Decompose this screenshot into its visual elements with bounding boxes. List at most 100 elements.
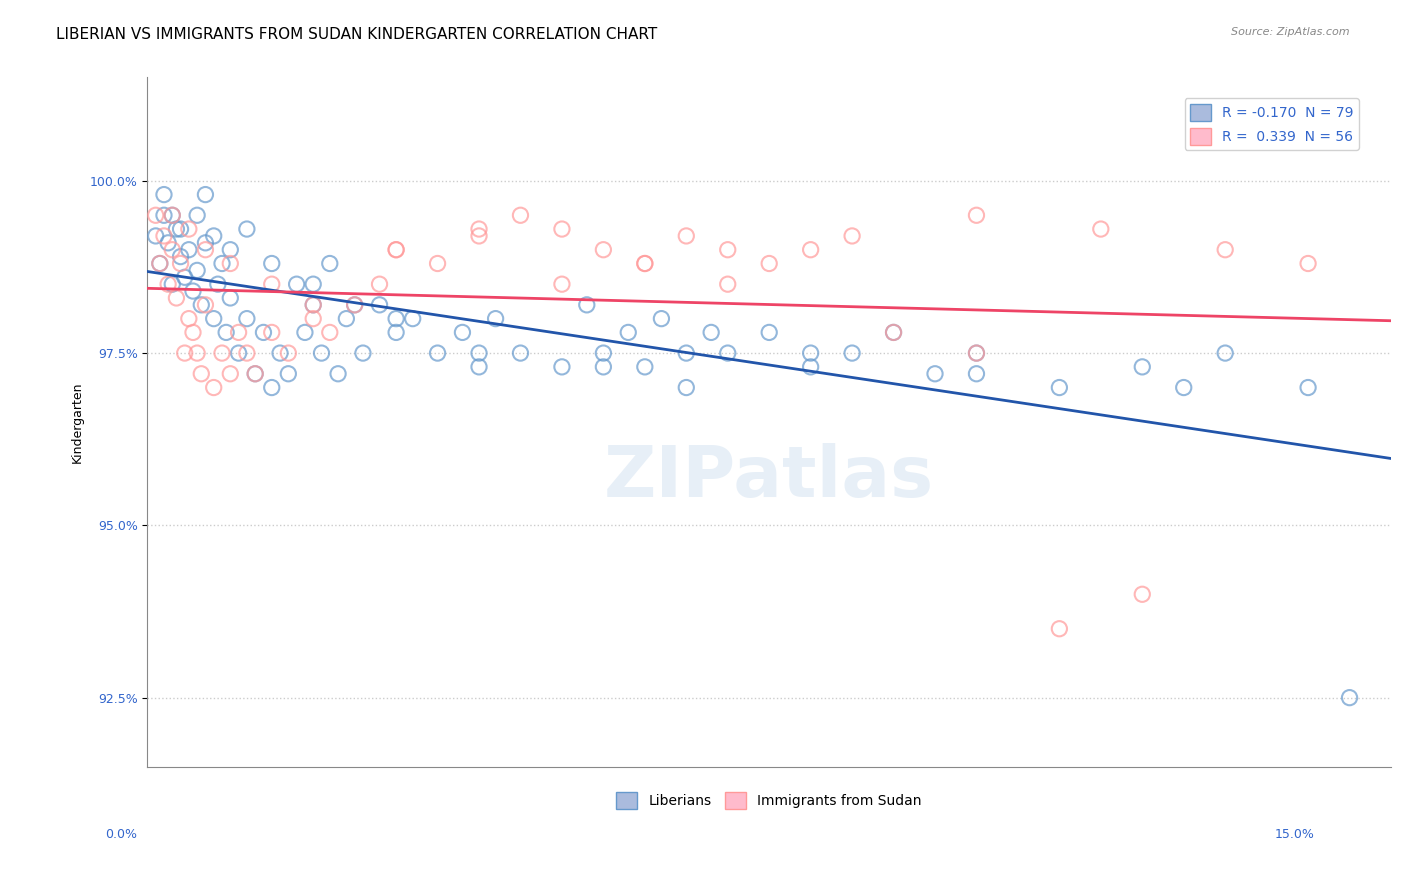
Point bbox=[277, 367, 299, 381]
Text: ZIPatlas: ZIPatlas bbox=[605, 442, 934, 512]
Point bbox=[402, 311, 425, 326]
Point bbox=[219, 291, 242, 305]
Text: LIBERIAN VS IMMIGRANTS FROM SUDAN KINDERGARTEN CORRELATION CHART: LIBERIAN VS IMMIGRANTS FROM SUDAN KINDER… bbox=[56, 27, 658, 42]
Point bbox=[157, 277, 180, 292]
Point bbox=[335, 311, 357, 326]
Point bbox=[368, 277, 391, 292]
Point bbox=[385, 311, 408, 326]
Point bbox=[592, 346, 614, 360]
Point bbox=[551, 277, 574, 292]
Point bbox=[153, 187, 176, 202]
Point bbox=[426, 256, 449, 270]
Point bbox=[157, 235, 180, 250]
Point bbox=[551, 222, 574, 236]
Point bbox=[211, 346, 233, 360]
Text: 0.0%: 0.0% bbox=[105, 829, 138, 841]
Point bbox=[758, 256, 780, 270]
Point bbox=[468, 346, 491, 360]
Point bbox=[169, 250, 191, 264]
Point bbox=[1130, 359, 1153, 374]
Point bbox=[181, 326, 204, 340]
Point bbox=[385, 243, 408, 257]
Point bbox=[145, 208, 167, 222]
Point bbox=[260, 380, 283, 394]
Point bbox=[385, 326, 408, 340]
Point bbox=[260, 256, 283, 270]
Point bbox=[294, 326, 316, 340]
Point bbox=[149, 256, 172, 270]
Point bbox=[883, 326, 905, 340]
Point bbox=[311, 346, 333, 360]
Point bbox=[592, 243, 614, 257]
Point bbox=[426, 346, 449, 360]
Point bbox=[162, 208, 184, 222]
Point bbox=[717, 277, 740, 292]
Point bbox=[650, 311, 672, 326]
Point bbox=[149, 256, 172, 270]
Point bbox=[1339, 690, 1361, 705]
Point bbox=[173, 270, 195, 285]
Point bbox=[228, 326, 250, 340]
Point bbox=[484, 311, 506, 326]
Point bbox=[186, 346, 208, 360]
Point bbox=[219, 256, 242, 270]
Point bbox=[1047, 380, 1070, 394]
Point bbox=[1047, 622, 1070, 636]
Text: Source: ZipAtlas.com: Source: ZipAtlas.com bbox=[1232, 27, 1350, 37]
Point bbox=[634, 256, 657, 270]
Point bbox=[700, 326, 723, 340]
Point bbox=[468, 229, 491, 244]
Point bbox=[236, 222, 259, 236]
Point bbox=[509, 208, 531, 222]
Point bbox=[592, 359, 614, 374]
Point bbox=[883, 326, 905, 340]
Point bbox=[194, 187, 217, 202]
Point bbox=[1130, 587, 1153, 601]
Point bbox=[194, 235, 217, 250]
Point bbox=[617, 326, 640, 340]
Point bbox=[177, 311, 200, 326]
Point bbox=[368, 298, 391, 312]
Point bbox=[1090, 222, 1112, 236]
Point bbox=[1296, 380, 1319, 394]
Point bbox=[190, 298, 212, 312]
Point bbox=[675, 380, 697, 394]
Point bbox=[186, 263, 208, 277]
Point bbox=[385, 243, 408, 257]
Point bbox=[675, 229, 697, 244]
Point bbox=[269, 346, 291, 360]
Point bbox=[165, 222, 187, 236]
Point bbox=[343, 298, 366, 312]
Point bbox=[169, 256, 191, 270]
Point bbox=[202, 311, 225, 326]
Point bbox=[177, 243, 200, 257]
Point bbox=[169, 222, 191, 236]
Point bbox=[211, 256, 233, 270]
Point bbox=[243, 367, 266, 381]
Point bbox=[343, 298, 366, 312]
Point bbox=[965, 346, 987, 360]
Point bbox=[717, 346, 740, 360]
Point bbox=[194, 298, 217, 312]
Point bbox=[165, 291, 187, 305]
Y-axis label: Kindergarten: Kindergarten bbox=[72, 381, 84, 463]
Point bbox=[219, 243, 242, 257]
Point bbox=[800, 243, 823, 257]
Point bbox=[285, 277, 308, 292]
Point bbox=[319, 256, 342, 270]
Point bbox=[1213, 243, 1236, 257]
Point bbox=[243, 367, 266, 381]
Point bbox=[194, 243, 217, 257]
Point bbox=[202, 380, 225, 394]
Point bbox=[228, 346, 250, 360]
Point bbox=[634, 359, 657, 374]
Point bbox=[277, 346, 299, 360]
Point bbox=[841, 229, 863, 244]
Point bbox=[207, 277, 229, 292]
Point bbox=[1173, 380, 1195, 394]
Point bbox=[965, 346, 987, 360]
Point bbox=[215, 326, 238, 340]
Point bbox=[634, 256, 657, 270]
Point bbox=[162, 208, 184, 222]
Point bbox=[173, 346, 195, 360]
